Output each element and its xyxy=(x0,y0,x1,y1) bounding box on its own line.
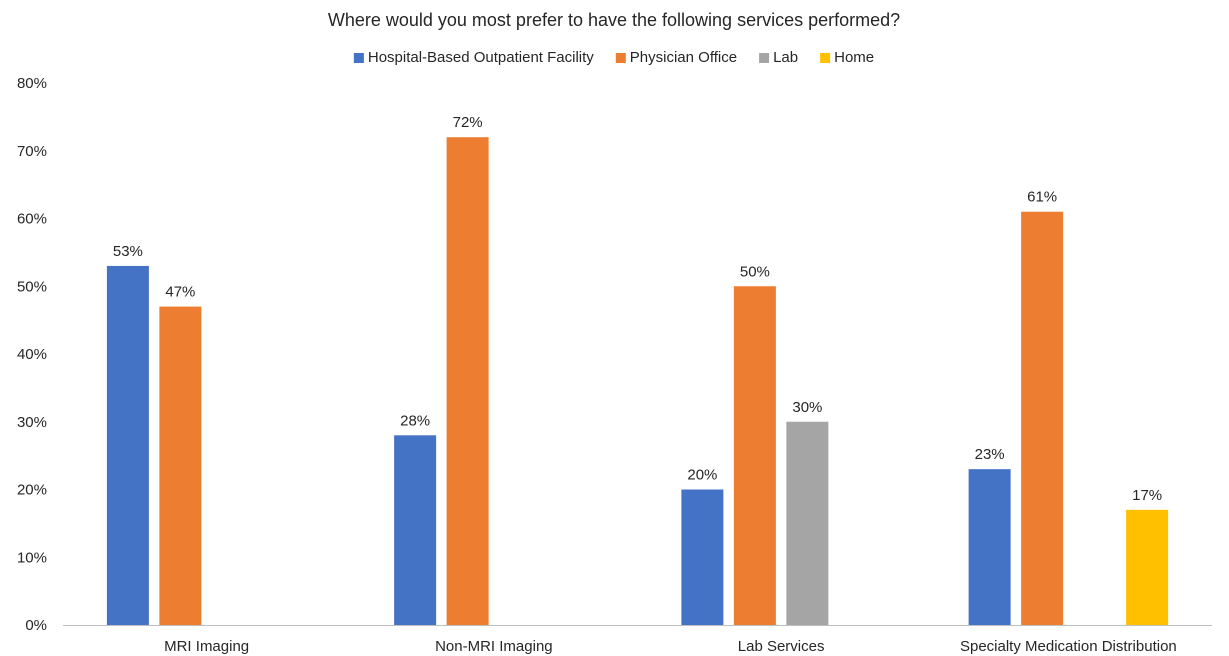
legend-swatch-hospital-based-outpatient-facility xyxy=(353,53,364,63)
chart-title: Where would you most prefer to have the … xyxy=(328,10,900,30)
y-tick-label: 50% xyxy=(17,278,47,295)
bar-hospital-based-outpatient-facility-non-mri-imaging xyxy=(394,435,437,625)
x-tick-label: Lab Services xyxy=(738,638,825,655)
bar-physician-office-mri-imaging xyxy=(159,306,202,625)
bar-hospital-based-outpatient-facility-specialty-medication-distribution xyxy=(968,469,1011,625)
bar-hospital-based-outpatient-facility-mri-imaging xyxy=(106,265,149,625)
legend-item-physician-office: Physician Office xyxy=(615,49,737,66)
x-tick-label: MRI Imaging xyxy=(164,638,249,655)
legend-label-physician-office: Physician Office xyxy=(630,49,737,66)
legend-swatch-lab xyxy=(759,53,770,63)
x-axis: MRI Imaging Non-MRI Imaging Lab Services Sp… xyxy=(63,625,1212,655)
data-label-physician-office-lab-services: 50% xyxy=(740,263,770,280)
data-label-hospital-based-outpatient-facility-mri-imaging: 53% xyxy=(113,243,143,260)
legend-label-lab: Lab xyxy=(773,49,798,66)
data-label-home-specialty-medication-distribution: 17% xyxy=(1132,487,1162,504)
bar-physician-office-lab-services xyxy=(733,286,776,625)
y-tick-label: 70% xyxy=(17,143,47,160)
y-axis: 0% 10% 20% 30% 40% 50% 60% 70% 80% xyxy=(17,75,47,634)
bar-physician-office-specialty-medication-distribution xyxy=(1021,211,1064,625)
data-label-physician-office-specialty-medication-distribution: 61% xyxy=(1027,189,1057,206)
bar-physician-office-non-mri-imaging xyxy=(446,137,489,625)
data-label-physician-office-mri-imaging: 47% xyxy=(165,284,195,301)
bar-hospital-based-outpatient-facility-lab-services xyxy=(681,489,724,625)
data-label-physician-office-non-mri-imaging: 72% xyxy=(453,114,483,131)
legend-item-lab: Lab xyxy=(759,49,798,66)
y-tick-label: 40% xyxy=(17,346,47,363)
y-tick-label: 0% xyxy=(25,617,47,634)
data-label-hospital-based-outpatient-facility-lab-services: 20% xyxy=(687,467,717,484)
y-tick-label: 60% xyxy=(17,211,47,228)
data-label-hospital-based-outpatient-facility-non-mri-imaging: 28% xyxy=(400,412,430,429)
legend: Hospital-Based Outpatient Facility Physic… xyxy=(353,49,874,66)
bar-home-specialty-medication-distribution xyxy=(1126,509,1169,625)
y-tick-label: 80% xyxy=(17,75,47,92)
x-tick-label: Specialty Medication Distribution xyxy=(960,638,1177,655)
legend-item-home: Home xyxy=(820,49,874,66)
legend-swatch-physician-office xyxy=(615,53,626,63)
bars xyxy=(106,137,1169,625)
legend-swatch-home xyxy=(820,53,831,63)
legend-item-hospital-based-outpatient-facility: Hospital-Based Outpatient Facility xyxy=(353,49,594,66)
legend-label-hospital-based-outpatient-facility: Hospital-Based Outpatient Facility xyxy=(368,49,594,66)
data-label-hospital-based-outpatient-facility-specialty-medication-distribution: 23% xyxy=(975,446,1005,463)
data-labels: 53% 47% 28% 72% 20% 50% 30% 23% 61% 17% xyxy=(113,114,1162,504)
y-tick-label: 30% xyxy=(17,414,47,431)
legend-label-home: Home xyxy=(834,49,874,66)
x-tick-label: Non-MRI Imaging xyxy=(435,638,553,655)
y-tick-label: 10% xyxy=(17,549,47,566)
bar-lab-lab-services xyxy=(786,421,829,625)
data-label-lab-lab-services: 30% xyxy=(792,399,822,416)
y-tick-label: 20% xyxy=(17,482,47,499)
